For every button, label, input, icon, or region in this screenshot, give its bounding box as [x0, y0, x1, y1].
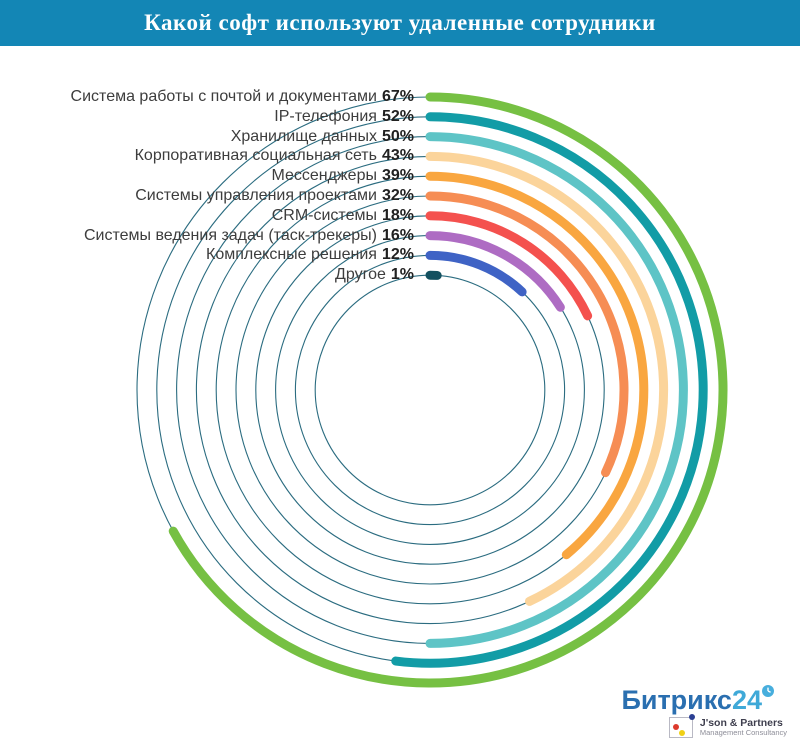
bitrix-wordmark: Битрикс: [621, 685, 732, 715]
ring-arc-6: [425, 191, 629, 478]
ring-arc-2: [391, 112, 708, 668]
page-title: Какой софт используют удаленные сотрудни…: [144, 10, 656, 35]
ring-arc-7: [425, 211, 593, 321]
json-partners-icon: [668, 714, 695, 738]
title-bar: Какой софт используют удаленные сотрудни…: [0, 0, 800, 46]
ring-arc-4: [425, 151, 669, 606]
clock-icon: [762, 685, 774, 697]
ring-arc-3: [425, 132, 688, 648]
bitrix-24: 24: [731, 685, 762, 715]
ring-arc-8: [425, 231, 565, 312]
ring-arc-1: [168, 92, 728, 688]
blue-dot-icon: [688, 714, 695, 720]
yellow-dot-icon: [678, 730, 685, 736]
json-partners-tagline: Management Consultancy: [699, 728, 787, 738]
red-dot-icon: [672, 724, 679, 730]
ring-arc-5: [425, 171, 649, 560]
ring-track: [314, 274, 546, 506]
json-partners-name: J'son & Partners: [699, 716, 783, 729]
json-partners-logo: J'son & Partners Management Consultancy: [668, 714, 787, 738]
ring-arc-9: [425, 250, 527, 297]
bitrix24-logo: Битрикс24: [621, 685, 774, 715]
